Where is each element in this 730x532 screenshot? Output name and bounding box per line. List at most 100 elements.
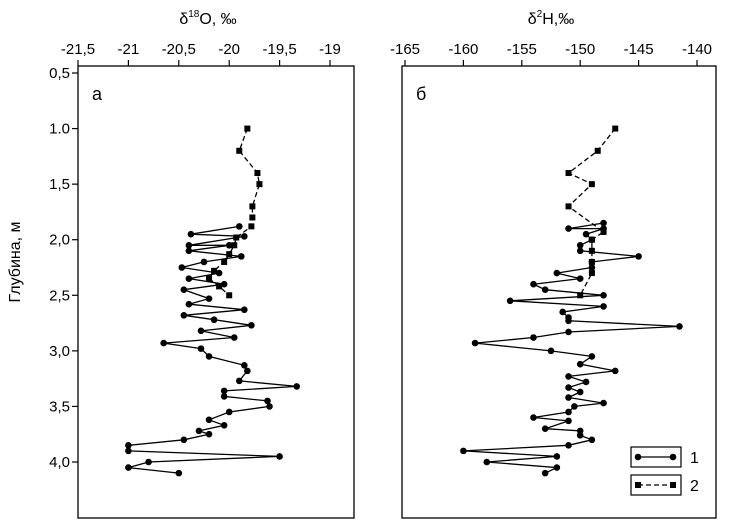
y-tick-label: 1.0 <box>49 121 70 138</box>
series-1-point <box>225 241 233 249</box>
series-2-point <box>249 214 256 221</box>
x-tick-label: -21,5 <box>61 41 95 58</box>
series-2-point <box>594 147 601 154</box>
series-1-point <box>187 230 195 238</box>
series-1-point <box>553 269 561 277</box>
panel-a: -21,5 -21 -20,5 -20 -19,5 -19 0,5 1.0 1,5 2,0 2,5 3… <box>49 9 355 519</box>
series-2-point <box>226 251 233 258</box>
series-1-point <box>235 223 243 230</box>
series-2-point <box>588 258 595 265</box>
legend-label-1: 1 <box>690 450 699 467</box>
series-1-point <box>125 447 132 455</box>
legend-marker-2 <box>635 482 641 488</box>
series-1-point <box>565 317 572 325</box>
series-1-point <box>200 258 208 266</box>
series-1-point <box>205 353 213 360</box>
series-1-point <box>541 469 549 477</box>
series-2-point <box>588 247 595 254</box>
series-1-point <box>553 453 561 460</box>
series-1-point <box>547 347 555 355</box>
series-1-point <box>565 442 572 449</box>
series-1-point <box>145 458 152 466</box>
series-1-point <box>600 291 607 299</box>
series-1-point <box>471 339 479 347</box>
x-tick-label: -19 <box>319 41 341 58</box>
series-2-point <box>565 203 572 210</box>
series-2-point <box>577 292 584 299</box>
series-1-point <box>565 384 572 391</box>
series-1-point <box>582 378 590 386</box>
series-1-line <box>463 222 680 474</box>
series-1-point <box>541 425 549 432</box>
series-1-point <box>185 241 193 249</box>
series-1-point <box>235 377 243 385</box>
series-1-point <box>565 225 572 232</box>
series-1-point <box>565 408 572 416</box>
y-tick-label: 0,5 <box>49 65 70 82</box>
series-2-point <box>612 125 619 132</box>
series-2-point <box>231 242 238 249</box>
legend-marker-1 <box>669 453 677 461</box>
series-1-point <box>220 422 228 429</box>
series-2-point <box>211 267 218 274</box>
series-2-point <box>600 228 607 235</box>
series-2-point <box>244 125 251 132</box>
series-1-point <box>576 247 584 255</box>
series-2-point <box>236 147 243 154</box>
y-axis-title: Глубина, м <box>7 221 24 302</box>
x-tick-label: -19,5 <box>262 41 296 58</box>
series-1-point <box>600 399 607 407</box>
x-tick-label: -165 <box>390 41 420 58</box>
series-1-point <box>220 387 228 395</box>
y-tick-label: 1,5 <box>49 176 70 193</box>
y-tick-label: 2,0 <box>49 232 70 249</box>
series-2-point <box>233 234 240 241</box>
series-1-point <box>559 308 566 316</box>
series-2-point <box>249 203 256 210</box>
series-1-point <box>565 328 572 336</box>
panel-b: -165 -160 -155 -150 -145 -140 δ2H,‰ б <box>390 9 717 519</box>
plot-frame <box>77 65 355 519</box>
series-1-point <box>576 388 584 396</box>
x-tick-label: -140 <box>682 41 712 58</box>
series-1-point <box>205 416 213 424</box>
series-2-point <box>206 275 213 282</box>
x-tick-label: -20,5 <box>162 41 196 58</box>
series-1-point <box>530 280 537 288</box>
series-1-point <box>205 295 213 302</box>
panel-title: δ18O, ‰ <box>179 9 236 28</box>
series-1-point <box>180 286 188 294</box>
y-tick-label: 4,0 <box>49 454 70 471</box>
series-1-point <box>185 275 193 282</box>
series-1-point <box>530 414 537 421</box>
series-1-point <box>553 464 561 471</box>
series-1-point <box>230 334 238 341</box>
series-1-point <box>483 458 491 466</box>
series-1-point <box>197 345 205 352</box>
panel-letter: а <box>92 84 103 104</box>
series-2-point <box>248 223 255 230</box>
series-2-point <box>254 170 261 177</box>
x-tick-label: -160 <box>448 41 478 58</box>
series-1-point <box>220 393 228 400</box>
series-2-line <box>567 128 616 296</box>
series-2-point <box>226 292 233 299</box>
x-tick-label: -20 <box>218 41 240 58</box>
series-1-point <box>576 432 584 439</box>
series-1-point <box>220 280 228 288</box>
series-1-point <box>576 275 584 282</box>
x-tick-label: -145 <box>624 41 654 58</box>
series-1-point <box>600 303 607 310</box>
series-1-point <box>506 297 514 305</box>
series-2-point <box>256 181 263 188</box>
series-2-point <box>588 181 595 188</box>
series-1-point <box>237 253 245 260</box>
series-1-point <box>565 394 572 401</box>
series-1-point <box>205 430 213 438</box>
series-2-point <box>588 236 595 243</box>
legend-marker-1 <box>634 453 642 461</box>
x-tick-label: -155 <box>507 41 537 58</box>
y-tick-label: 3,5 <box>49 398 70 415</box>
series-1-point <box>571 403 578 410</box>
